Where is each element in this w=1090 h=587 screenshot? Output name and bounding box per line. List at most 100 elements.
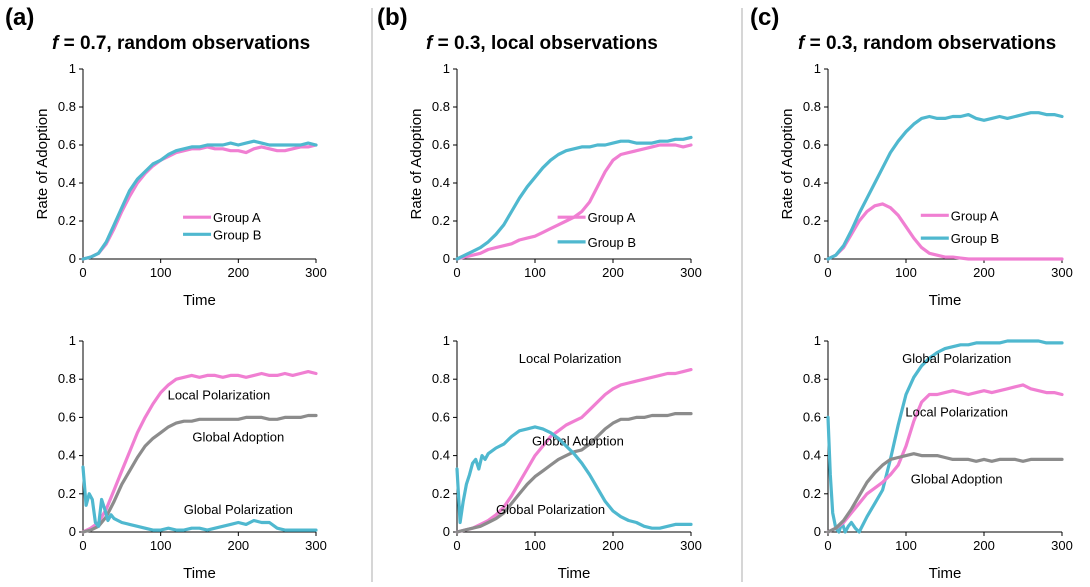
panel-title-a-symbol: f [52, 33, 59, 54]
x-tick-label-b-top-0: 0 [453, 265, 460, 280]
x-tick-label-b-top-1: 100 [524, 265, 546, 280]
series-label-local-polarization-b-bottom: Local Polarization [519, 351, 622, 366]
legend-label-group-a-a-top: Group A [213, 210, 261, 225]
x-tick-label-c-bottom-3: 300 [1051, 538, 1073, 553]
x-axis-label-b-bottom: Time [558, 565, 591, 582]
series-label-local-polarization-a-bottom: Local Polarization [168, 387, 271, 402]
y-tick-label-c-top-4: 0.8 [803, 99, 821, 114]
y-tick-label-b-bottom-0: 0 [443, 524, 450, 539]
x-tick-label-b-bottom-2: 200 [602, 538, 624, 553]
y-axis-label-a-top: Rate of Adoption [34, 109, 51, 220]
panel-title-b-text: = 0.3, local observations [432, 33, 658, 54]
y-tick-label-a-bottom-0: 0 [69, 524, 76, 539]
x-tick-label-b-top-3: 300 [680, 265, 702, 280]
y-tick-label-a-top-3: 0.6 [58, 137, 76, 152]
y-axis-label-c-top: Rate of Adoption [779, 109, 796, 220]
series-line-global-polarization-a-bottom [81, 465, 318, 532]
y-tick-label-a-bottom-4: 0.8 [58, 371, 76, 386]
y-axis-label-b-top: Rate of Adoption [408, 109, 425, 220]
x-tick-label-a-top-3: 300 [305, 265, 327, 280]
y-tick-label-c-bottom-2: 0.4 [803, 448, 821, 463]
x-tick-label-a-top-1: 100 [150, 265, 172, 280]
y-tick-label-c-bottom-3: 0.6 [803, 409, 821, 424]
x-tick-label-a-top-0: 0 [79, 265, 86, 280]
series-label-global-adoption-b-bottom: Global Adoption [532, 433, 624, 448]
y-tick-label-b-top-4: 0.8 [432, 99, 450, 114]
y-tick-label-a-top-4: 0.8 [58, 99, 76, 114]
y-tick-label-c-bottom-0: 0 [814, 524, 821, 539]
x-tick-label-a-bottom-0: 0 [79, 538, 86, 553]
panel-title-a-text: = 0.7, random observations [58, 33, 311, 54]
x-axis-label-c-bottom: Time [929, 565, 962, 582]
series-line-local-polarization-c-bottom [826, 383, 1064, 534]
x-tick-label-a-bottom-1: 100 [150, 538, 172, 553]
y-tick-label-b-top-1: 0.2 [432, 213, 450, 228]
legend-label-group-a-b-top: Group A [588, 210, 636, 225]
y-tick-label-b-bottom-2: 0.4 [432, 448, 450, 463]
series-line-group-a-c-top [826, 202, 1064, 261]
series-label-local-polarization-c-bottom: Local Polarization [905, 405, 1008, 420]
y-tick-label-b-bottom-5: 1 [443, 333, 450, 348]
series-label-global-polarization-a-bottom: Global Polarization [184, 502, 293, 517]
series-line-global-adoption-a-bottom [81, 413, 318, 534]
y-tick-label-b-bottom-4: 0.8 [432, 371, 450, 386]
x-tick-label-c-bottom-1: 100 [895, 538, 917, 553]
panel-title-b-symbol: f [426, 33, 433, 54]
panel-title-c-symbol: f [798, 33, 805, 54]
series-line-local-polarization-b-bottom [455, 368, 693, 534]
y-tick-label-c-bottom-4: 0.8 [803, 371, 821, 386]
y-tick-label-a-bottom-2: 0.4 [58, 448, 76, 463]
x-tick-label-c-top-0: 0 [824, 265, 831, 280]
y-tick-label-a-top-0: 0 [69, 251, 76, 266]
y-tick-label-b-bottom-1: 0.2 [432, 486, 450, 501]
x-axis-label-a-bottom: Time [183, 565, 216, 582]
y-tick-label-c-bottom-1: 0.2 [803, 486, 821, 501]
x-tick-label-c-top-2: 200 [973, 265, 995, 280]
x-tick-label-a-bottom-2: 200 [227, 538, 249, 553]
y-tick-label-a-bottom-3: 0.6 [58, 409, 76, 424]
legend-label-group-a-c-top: Group A [951, 208, 999, 223]
x-tick-label-b-top-2: 200 [602, 265, 624, 280]
y-tick-label-c-top-3: 0.6 [803, 137, 821, 152]
y-tick-label-b-top-0: 0 [443, 251, 450, 266]
series-line-global-polarization-c-bottom [826, 339, 1064, 534]
x-tick-label-a-bottom-3: 300 [305, 538, 327, 553]
series-line-group-a-a-top [81, 143, 318, 261]
panel-title-b: f = 0.3, local observations [426, 33, 658, 55]
y-tick-label-a-top-1: 0.2 [58, 213, 76, 228]
series-label-global-polarization-c-bottom: Global Polarization [902, 351, 1011, 366]
series-label-global-polarization-b-bottom: Global Polarization [496, 502, 605, 517]
y-tick-label-c-top-5: 1 [814, 61, 821, 76]
x-tick-label-c-bottom-0: 0 [824, 538, 831, 553]
series-line-group-b-c-top [826, 111, 1064, 261]
panel-title-c-text: = 0.3, random observations [804, 33, 1057, 54]
x-tick-label-b-bottom-0: 0 [453, 538, 460, 553]
x-tick-label-b-bottom-3: 300 [680, 538, 702, 553]
x-axis-label-a-top: Time [183, 292, 216, 309]
y-tick-label-b-bottom-3: 0.6 [432, 409, 450, 424]
panel-title-c: f = 0.3, random observations [798, 33, 1056, 55]
panel-letter-b: (b) [377, 4, 408, 31]
panel-title-a: f = 0.7, random observations [52, 33, 310, 55]
legend-label-group-b-c-top: Group B [951, 231, 999, 246]
series-line-group-b-a-top [81, 139, 318, 261]
y-tick-label-a-top-2: 0.4 [58, 175, 76, 190]
y-tick-label-c-bottom-5: 1 [814, 333, 821, 348]
series-line-global-polarization-b-bottom [455, 425, 693, 530]
series-line-global-adoption-c-bottom [826, 452, 1064, 534]
panel-letter-c: (c) [750, 4, 780, 31]
y-tick-label-b-top-2: 0.4 [432, 175, 450, 190]
y-tick-label-a-bottom-1: 0.2 [58, 486, 76, 501]
y-tick-label-a-bottom-5: 1 [69, 333, 76, 348]
y-tick-label-a-top-5: 1 [69, 61, 76, 76]
legend-label-group-b-b-top: Group B [588, 235, 636, 250]
x-tick-label-c-top-3: 300 [1051, 265, 1073, 280]
legend-label-group-b-a-top: Group B [213, 227, 261, 242]
x-tick-label-c-top-1: 100 [895, 265, 917, 280]
series-label-global-adoption-c-bottom: Global Adoption [911, 472, 1003, 487]
x-tick-label-a-top-2: 200 [227, 265, 249, 280]
x-tick-label-b-bottom-1: 100 [524, 538, 546, 553]
x-tick-label-c-bottom-2: 200 [973, 538, 995, 553]
series-line-group-b-b-top [455, 135, 693, 261]
